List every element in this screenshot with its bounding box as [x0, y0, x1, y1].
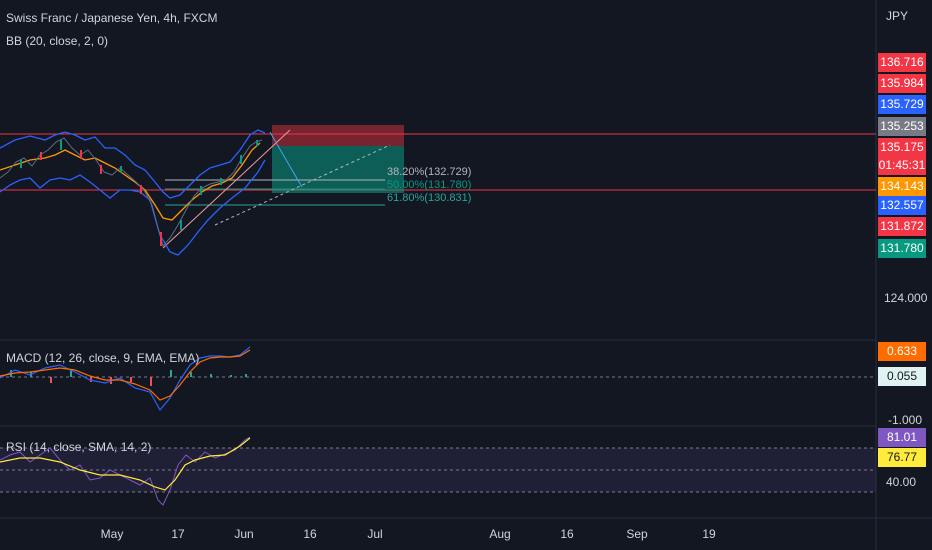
trend-line-up: [162, 129, 291, 249]
price-tick-124: 124.000: [884, 291, 928, 305]
time-tick-may: May: [100, 527, 124, 541]
time-tick-jul: Jul: [367, 527, 383, 541]
price-label-3: 135.729: [878, 95, 926, 114]
price-label-1: 136.716: [878, 53, 926, 72]
time-tick-aug: Aug: [489, 527, 511, 541]
time-tick-17: 17: [171, 527, 185, 541]
candlesticks: [20, 140, 258, 246]
price-label-8: 132.557: [878, 196, 926, 215]
rsi-sma-line: [0, 437, 251, 491]
fib-label-382: 38.20%(132.729): [387, 166, 472, 178]
macd-legend[interactable]: MACD (12, 26, close, 9, EMA, EMA): [6, 351, 200, 365]
rsi-value: 81.01: [878, 428, 926, 447]
time-tick-16b: 16: [560, 527, 574, 541]
rsi-line: [0, 436, 251, 506]
countdown-label: 01:45:31: [878, 156, 926, 175]
time-tick-jun: Jun: [234, 527, 254, 541]
price-label-7: 134.143: [878, 177, 926, 196]
price-label-10: 131.780: [878, 239, 926, 258]
fib-label-618: 61.80%(130.831): [387, 192, 472, 204]
symbol-title[interactable]: Swiss Franc / Japanese Yen, 4h, FXCM: [6, 11, 218, 25]
macd-value-hist: 0.055: [878, 367, 926, 386]
time-tick-sep: Sep: [626, 527, 648, 541]
price-label-9: 131.872: [878, 217, 926, 236]
currency-label[interactable]: JPY: [886, 9, 909, 23]
projection-line: [269, 131, 303, 188]
price-label-4: 135.253: [878, 117, 926, 136]
rsi-legend[interactable]: RSI (14, close, SMA, 14, 2): [6, 440, 152, 454]
rsi-sma-value: 76.77: [878, 448, 926, 467]
price-label-5: 135.175: [878, 138, 926, 157]
bb-upper-band: [0, 129, 266, 199]
macd-tick: -1.000: [888, 413, 923, 427]
price-label-2: 135.984: [878, 74, 926, 93]
time-tick-16: 16: [303, 527, 317, 541]
trend-line-dashed: [214, 144, 391, 226]
stop-loss-zone: [272, 125, 404, 146]
time-tick-19: 19: [702, 527, 716, 541]
rsi-tick: 40.00: [886, 475, 917, 489]
macd-value-signal: 0.633: [878, 342, 926, 361]
bb-lower-band: [0, 159, 266, 256]
bb-indicator-legend[interactable]: BB (20, close, 2, 0): [6, 34, 109, 48]
macd-line: [0, 346, 251, 412]
macd-signal-line: [0, 349, 251, 401]
take-profit-zone: [272, 146, 404, 193]
fib-label-500: 50.00%(131.780): [387, 179, 472, 191]
